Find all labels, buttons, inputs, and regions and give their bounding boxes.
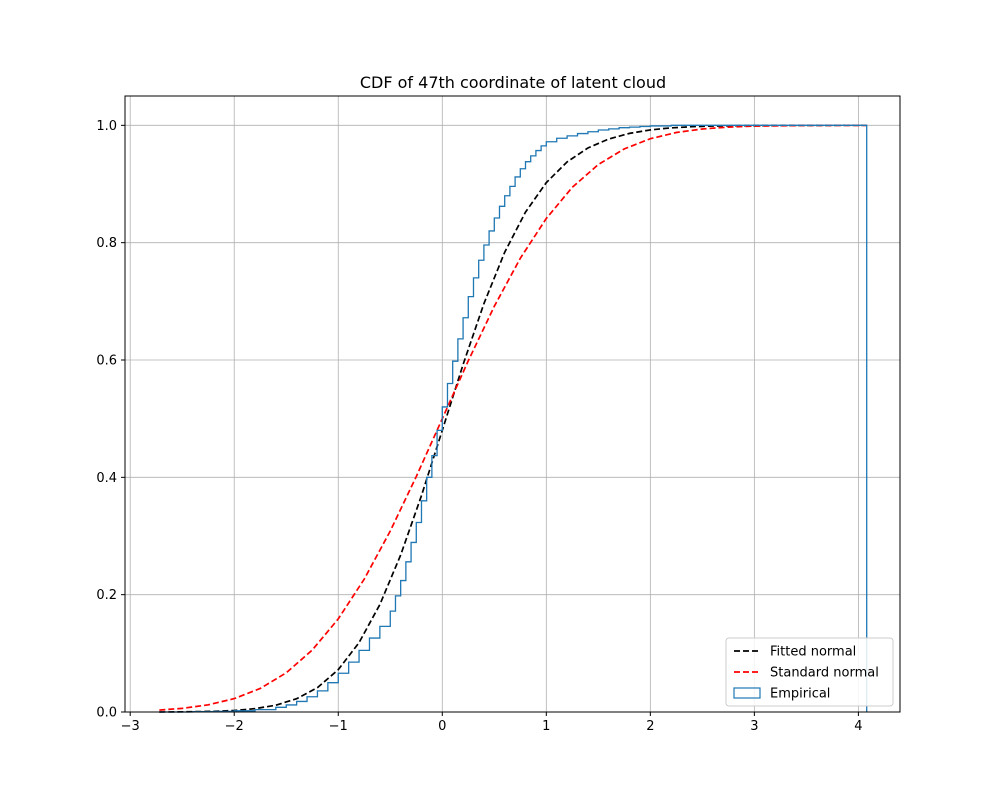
legend: Fitted normal Standard normal Empirical bbox=[725, 637, 894, 707]
y-tick-label: 0.6 bbox=[96, 354, 117, 369]
series-empirical-step bbox=[159, 124, 868, 713]
y-tick-label: 1.0 bbox=[96, 119, 117, 134]
series-fitted-normal bbox=[159, 124, 867, 713]
x-tick-label: 0 bbox=[438, 719, 446, 734]
chart-title: CDF of 47th coordinate of latent cloud bbox=[360, 73, 666, 92]
y-tick-label: 0.4 bbox=[96, 471, 117, 486]
legend-label: Fitted normal bbox=[770, 645, 856, 660]
legend-label: Standard normal bbox=[770, 666, 879, 681]
legend-swatch bbox=[733, 687, 761, 699]
y-tick-label: 0.0 bbox=[96, 706, 117, 721]
series-group bbox=[159, 124, 868, 713]
legend-label: Empirical bbox=[770, 687, 830, 702]
x-tick-label: 4 bbox=[854, 719, 862, 734]
series-standard-normal bbox=[159, 124, 867, 711]
x-tick-label: −2 bbox=[225, 719, 244, 734]
x-tick-label: 3 bbox=[750, 719, 758, 734]
axes: −3 −2 −1 0 1 2 3 4 0.0 0.2 0.4 0.6 0.8 1.0 bbox=[96, 119, 862, 734]
legend-box bbox=[725, 637, 894, 707]
y-tick-label: 0.8 bbox=[96, 236, 117, 251]
x-tick-label: −1 bbox=[329, 719, 348, 734]
x-tick-label: 1 bbox=[542, 719, 550, 734]
y-tick-label: 0.2 bbox=[96, 588, 117, 603]
x-tick-label: −3 bbox=[121, 719, 140, 734]
plot-frame bbox=[124, 95, 901, 713]
x-tick-label: 2 bbox=[646, 719, 654, 734]
